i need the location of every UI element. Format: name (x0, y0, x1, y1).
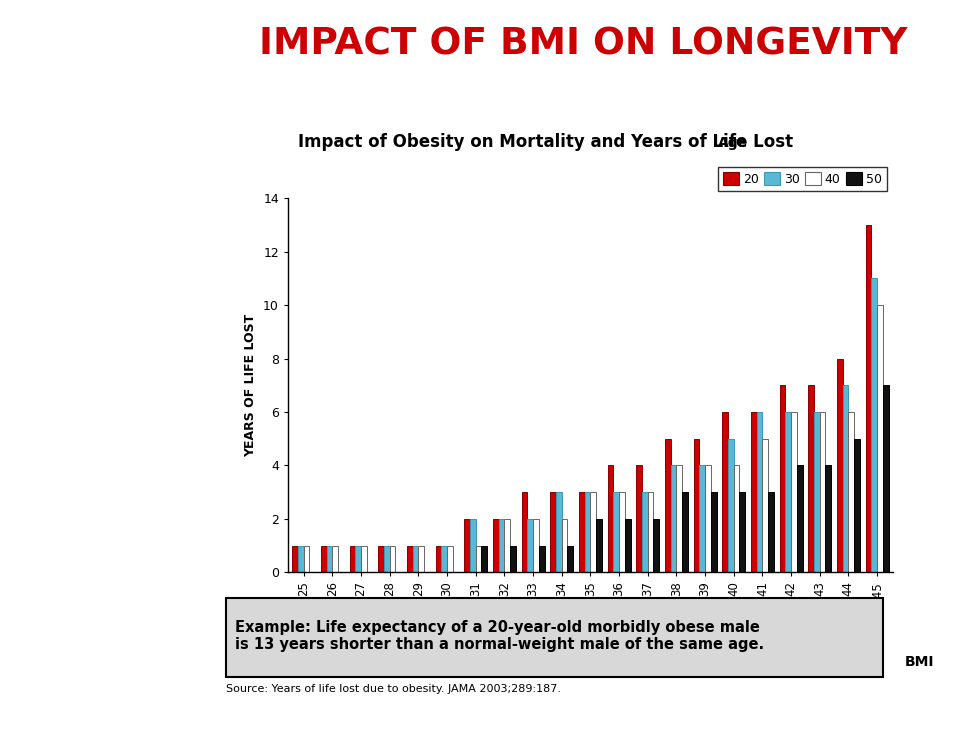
Bar (567, 545, 573, 572)
Bar (826, 465, 831, 572)
Bar (728, 438, 733, 572)
Bar (349, 545, 355, 572)
Bar (654, 519, 660, 572)
Bar (384, 545, 390, 572)
Bar (492, 519, 498, 572)
Legend: 20, 30, 40, 50: 20, 30, 40, 50 (718, 167, 886, 191)
Bar (710, 492, 716, 572)
Bar (642, 492, 648, 572)
Bar (442, 545, 447, 572)
Bar (883, 385, 889, 572)
Bar (579, 492, 585, 572)
Bar (733, 465, 739, 572)
Bar (648, 492, 654, 572)
Bar (326, 545, 332, 572)
Text: Example: Life expectancy of a 20-year-old morbidly obese male
is 13 years shorte: Example: Life expectancy of a 20-year-ol… (235, 620, 764, 652)
Bar (361, 545, 367, 572)
Bar (298, 545, 303, 572)
Bar (808, 385, 814, 572)
Bar (814, 412, 820, 572)
Bar (407, 545, 413, 572)
Bar (619, 492, 625, 572)
Y-axis label: YEARS OF LIFE LOST: YEARS OF LIFE LOST (245, 313, 257, 457)
Bar (739, 492, 745, 572)
Bar (820, 412, 826, 572)
Bar (436, 545, 442, 572)
Bar (419, 545, 424, 572)
Bar (585, 492, 590, 572)
Bar (636, 465, 642, 572)
Bar (756, 412, 762, 572)
Bar (751, 412, 756, 572)
Bar (665, 438, 671, 572)
Bar (562, 519, 567, 572)
Bar (504, 519, 510, 572)
Bar (590, 492, 596, 572)
Bar (785, 412, 791, 572)
Bar (797, 465, 803, 572)
Bar (596, 519, 602, 572)
Bar (413, 545, 419, 572)
Bar (550, 492, 556, 572)
Bar (355, 545, 361, 572)
Bar (498, 519, 504, 572)
Bar (791, 412, 797, 572)
Bar (539, 545, 544, 572)
Text: Impact of Obesity on Mortality and Years of Life Lost: Impact of Obesity on Mortality and Years… (298, 133, 793, 151)
Bar (470, 519, 476, 572)
Bar (510, 545, 516, 572)
Bar (521, 492, 527, 572)
Bar (465, 519, 470, 572)
Bar (476, 545, 482, 572)
Text: Age: Age (717, 135, 748, 150)
Bar (843, 385, 849, 572)
Bar (390, 545, 396, 572)
Bar (705, 465, 710, 572)
Bar (849, 412, 854, 572)
Bar (693, 438, 699, 572)
Bar (768, 492, 774, 572)
Bar (780, 385, 785, 572)
Bar (872, 278, 877, 572)
Bar (303, 545, 309, 572)
Text: Source: Years of life lost due to obesity. JAMA 2003;289:187.: Source: Years of life lost due to obesit… (226, 684, 561, 694)
Bar (677, 465, 683, 572)
Bar (625, 519, 631, 572)
Bar (837, 358, 843, 572)
Bar (321, 545, 326, 572)
Bar (556, 492, 562, 572)
Bar (378, 545, 384, 572)
Bar (332, 545, 338, 572)
Bar (613, 492, 619, 572)
Bar (292, 545, 298, 572)
Bar (671, 465, 677, 572)
Bar (447, 545, 453, 572)
Bar (608, 465, 613, 572)
FancyBboxPatch shape (226, 598, 883, 677)
Bar (854, 438, 860, 572)
Bar (722, 412, 728, 572)
Bar (866, 225, 872, 572)
Text: IMPACT OF BMI ON LONGEVITY: IMPACT OF BMI ON LONGEVITY (259, 27, 907, 63)
Bar (527, 519, 533, 572)
Bar (762, 438, 768, 572)
Bar (533, 519, 539, 572)
Bar (482, 545, 488, 572)
Text: BMI: BMI (905, 654, 934, 669)
Bar (877, 305, 883, 572)
Bar (683, 492, 688, 572)
Bar (699, 465, 705, 572)
